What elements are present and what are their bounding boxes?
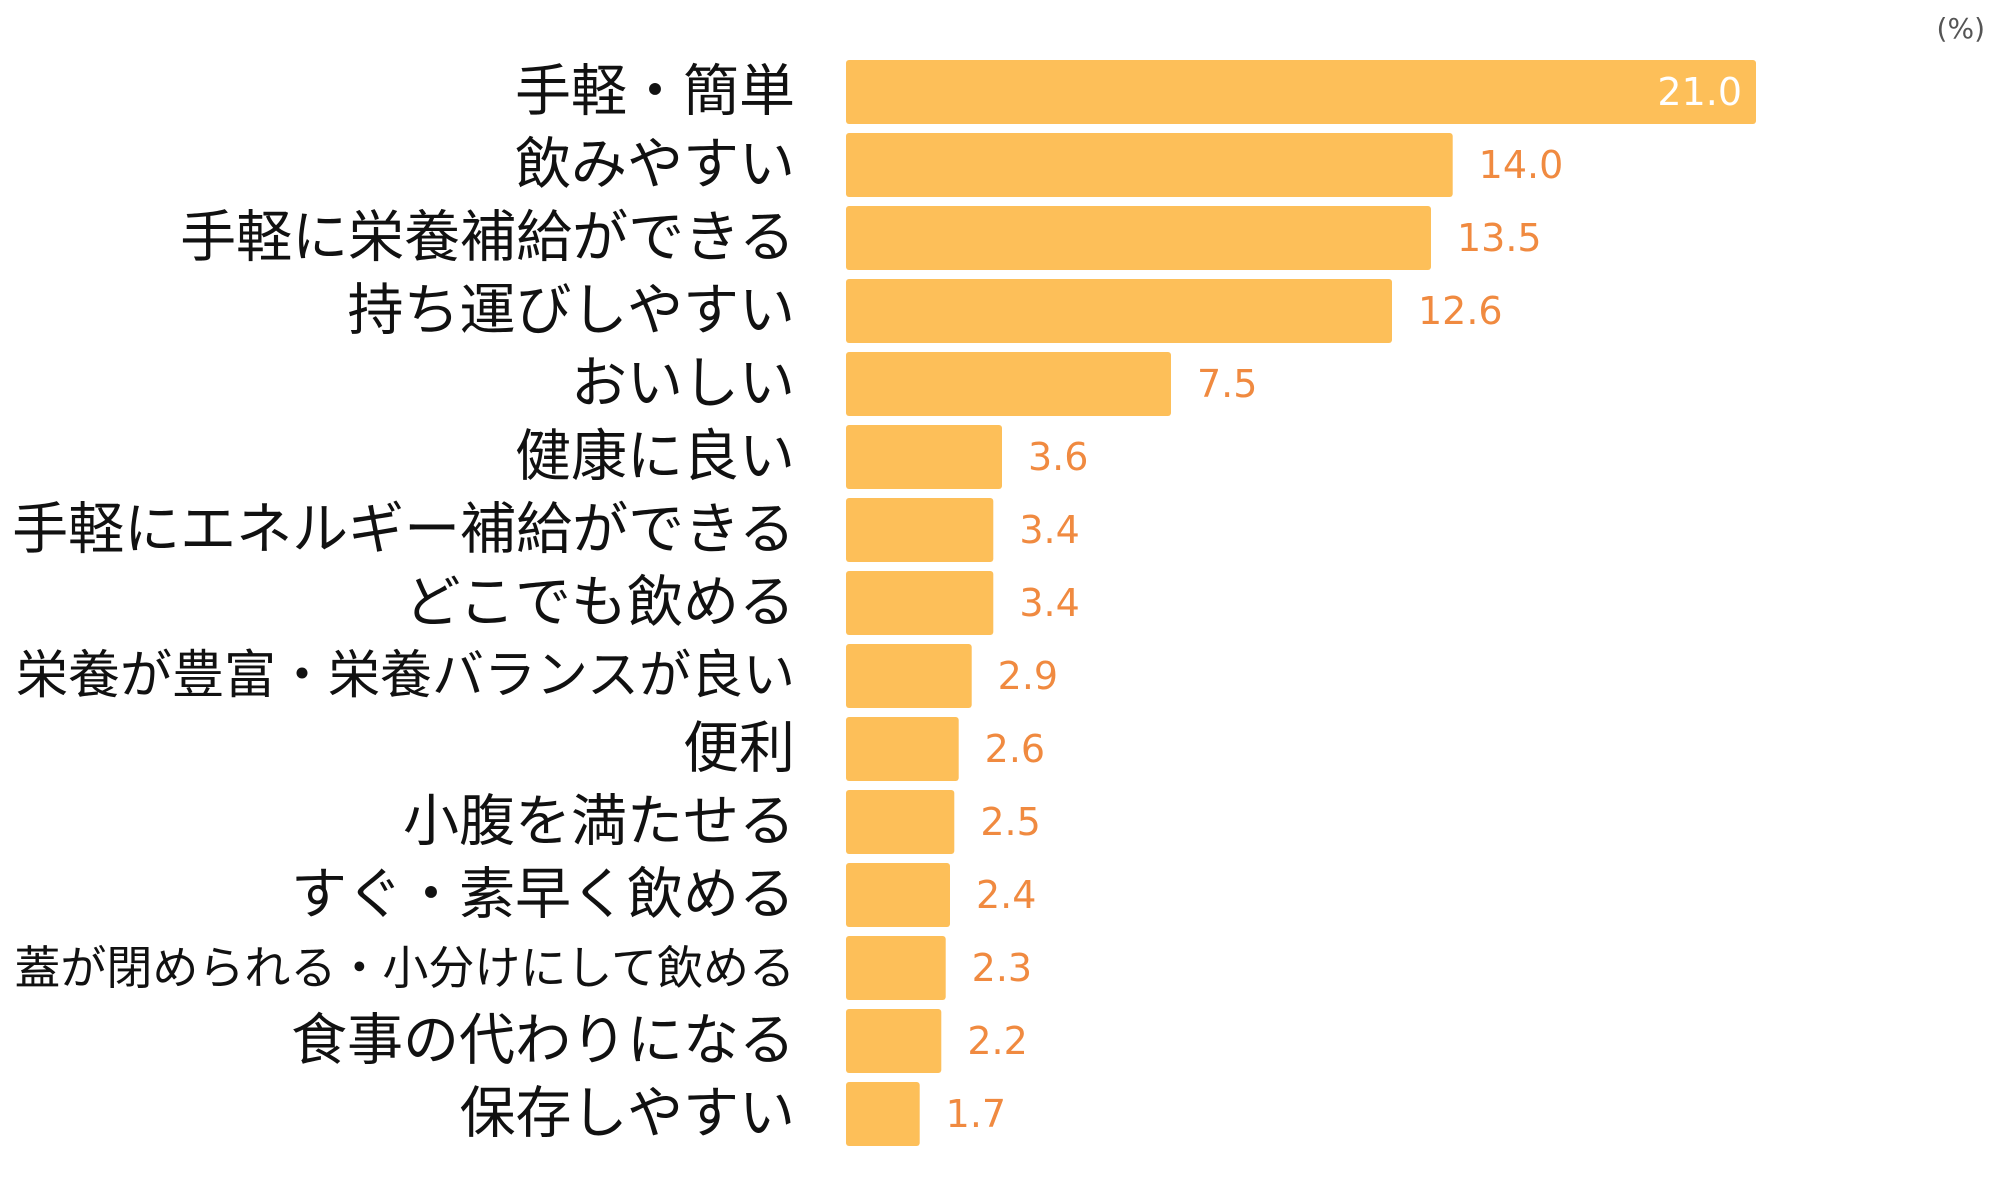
bar-3 xyxy=(846,206,1431,270)
bar-14 xyxy=(846,1009,942,1073)
bar-15 xyxy=(846,1082,920,1146)
value-label-10: 2.6 xyxy=(985,727,1045,771)
bar-5 xyxy=(846,352,1171,416)
value-label-5: 7.5 xyxy=(1197,362,1257,406)
bar-6 xyxy=(846,425,1002,489)
value-label-6: 3.6 xyxy=(1028,435,1088,479)
category-label-7: 手軽にエネルギー補給ができる xyxy=(12,498,795,563)
bar-12 xyxy=(846,863,950,927)
bar-9 xyxy=(846,644,972,708)
bar-8 xyxy=(846,571,994,635)
bar-7 xyxy=(846,498,994,562)
bar-11 xyxy=(846,790,955,854)
value-label-15: 1.7 xyxy=(946,1092,1006,1136)
unit-label: (%) xyxy=(1937,12,1985,45)
category-label-4: 持ち運びしやすい xyxy=(348,279,795,344)
category-label-3: 手軽に栄養補給ができる xyxy=(180,206,795,271)
labels-layer: 手軽・簡単 21.0 飲みやすい 14.0 手軽に栄養補給ができる 13.5 持ち運びしやす… xyxy=(12,60,1742,1147)
value-label-1: 21.0 xyxy=(1657,70,1742,114)
category-label-2: 飲みやすい xyxy=(515,133,795,198)
value-label-11: 2.5 xyxy=(980,800,1040,844)
bar-1 xyxy=(846,60,1756,124)
value-label-12: 2.4 xyxy=(976,873,1036,917)
value-label-8: 3.4 xyxy=(1019,581,1079,625)
bars-layer xyxy=(846,60,1756,1146)
category-label-8: どこでも飲める xyxy=(405,571,795,636)
category-label-12: すぐ・素早く飲める xyxy=(291,863,795,928)
category-label-11: 小腹を満たせる xyxy=(403,790,795,855)
value-label-3: 13.5 xyxy=(1457,216,1542,260)
category-label-6: 健康に良い xyxy=(515,425,795,490)
value-label-13: 2.3 xyxy=(972,946,1032,990)
category-label-9: 栄養が豊富・栄養バランスが良い xyxy=(16,646,795,706)
value-label-14: 2.2 xyxy=(967,1019,1027,1063)
category-label-15: 保存しやすい xyxy=(460,1082,795,1147)
category-label-5: おいしい xyxy=(571,352,795,417)
category-label-14: 食事の代わりになる xyxy=(291,1009,795,1074)
category-label-13: 蓋が閉められる・小分けにして飲める xyxy=(14,941,795,995)
bar-2 xyxy=(846,133,1453,197)
value-label-2: 14.0 xyxy=(1479,143,1564,187)
category-label-1: 手軽・簡単 xyxy=(515,60,795,125)
bar-4 xyxy=(846,279,1392,343)
category-label-10: 便利 xyxy=(683,717,795,782)
value-label-7: 3.4 xyxy=(1019,508,1079,552)
bar-13 xyxy=(846,936,946,1000)
value-label-4: 12.6 xyxy=(1418,289,1503,333)
bar-10 xyxy=(846,717,959,781)
value-label-9: 2.9 xyxy=(998,654,1058,698)
